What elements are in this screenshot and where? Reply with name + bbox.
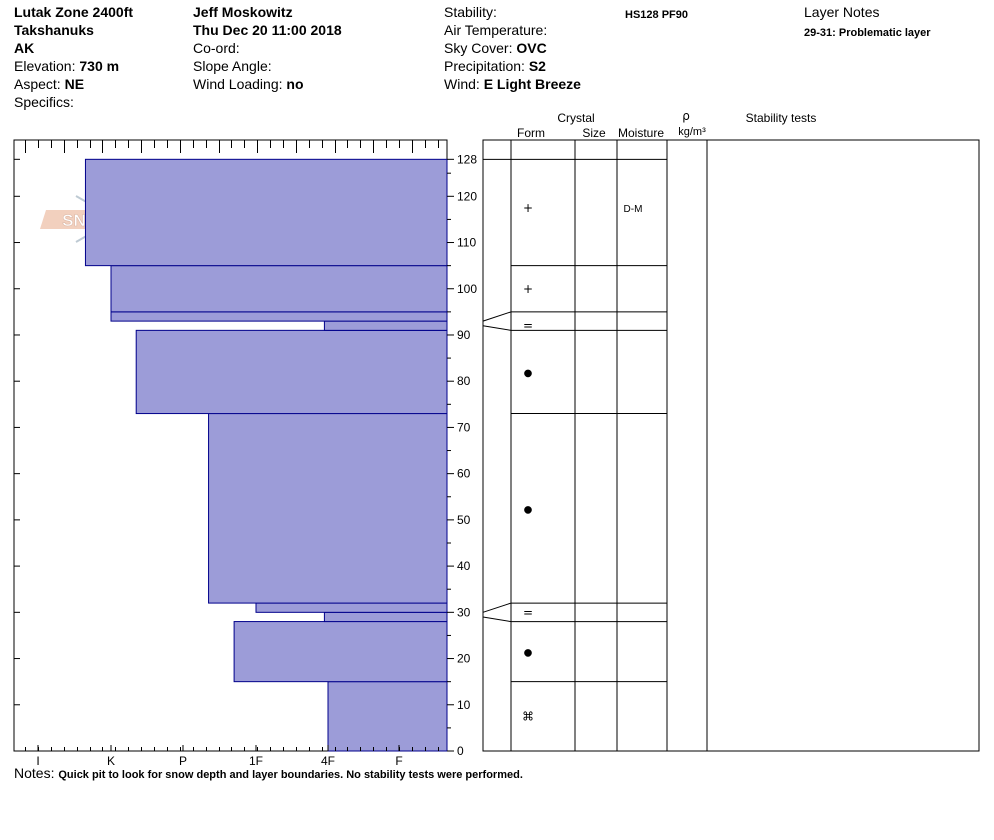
crystal-form-symbol: = <box>523 319 533 333</box>
crystal-form-symbol: ● <box>524 368 533 379</box>
hardness-bar <box>110 265 448 313</box>
wind: Wind: E Light Breeze <box>444 76 581 92</box>
aspect: Aspect: NE <box>14 76 85 92</box>
crystal-form-symbol: ⌘ <box>522 709 534 723</box>
layer-note: 29-31: Problematic layer <box>804 27 931 39</box>
height-tick-label: 128 <box>457 152 477 166</box>
sky-cover: Sky Cover: OVC <box>444 40 547 56</box>
hardness-tick-label: I <box>36 754 39 768</box>
crystal-form-symbol: = <box>523 605 533 619</box>
hardness-tick-label: 1F <box>249 754 263 768</box>
height-tick-label: 70 <box>457 420 471 434</box>
layer-connector <box>482 325 512 331</box>
wind-loading: Wind Loading: no <box>193 76 304 92</box>
moisture-label: D-M <box>624 204 643 215</box>
hardness-bar <box>135 329 448 415</box>
air-temperature: Air Temperature: <box>444 22 548 38</box>
stability-tests-header: Stability tests <box>746 111 817 125</box>
hardness-bar <box>110 311 448 322</box>
moisture-header: Moisture <box>618 126 664 140</box>
height-tick-label: 110 <box>457 236 476 250</box>
hardness-bar <box>327 681 448 752</box>
crystal-form-symbol: + <box>523 282 533 296</box>
notes: Notes: Quick pit to look for snow depth … <box>14 765 523 781</box>
crystal-form-symbol: ● <box>524 648 533 659</box>
hardness-bar <box>323 320 448 331</box>
height-tick-label: 90 <box>457 328 471 342</box>
hardness-bar <box>84 158 448 267</box>
stability: Stability: <box>444 4 497 20</box>
rho-header: ρ <box>682 109 690 123</box>
height-tick-label: 20 <box>457 652 471 666</box>
precipitation: Precipitation: S2 <box>444 58 546 74</box>
range-name: Takshanuks <box>14 22 94 38</box>
hardness-bar <box>208 413 448 604</box>
hardness-tick-label: F <box>395 754 402 768</box>
density-unit-header: kg/m³ <box>678 126 706 138</box>
coord: Co-ord: <box>193 40 240 56</box>
hardness-tick-label: P <box>179 754 187 768</box>
observer-name: Jeff Moskowitz <box>193 4 293 20</box>
form-header: Form <box>517 126 545 140</box>
observation-datetime: Thu Dec 20 11:00 2018 <box>193 22 342 38</box>
hardness-tick-label: 4F <box>321 754 335 768</box>
hardness-bottom-ticks: I K P 1F 4F F <box>25 745 439 768</box>
height-axis: 0 10 20 30 40 50 60 70 80 90 100 110 120 128 <box>14 152 511 758</box>
slope-angle: Slope Angle: <box>193 58 272 74</box>
height-tick-label: 10 <box>457 698 471 712</box>
crystal-form-symbol: + <box>523 201 533 215</box>
hardness-bar <box>233 621 448 683</box>
height-tick-label: 30 <box>457 605 471 619</box>
height-tick-label: 80 <box>457 374 471 388</box>
height-tick-label: 0 <box>457 744 464 758</box>
hardness-top-ticks <box>25 140 439 153</box>
height-tick-label: 120 <box>457 189 477 203</box>
layer-table-frame <box>482 139 980 752</box>
layer-connector <box>482 602 512 613</box>
layer-connector <box>482 616 512 623</box>
crystal-form-symbol: ● <box>524 504 533 515</box>
hardness-bars <box>84 158 448 752</box>
specifics: Specifics: <box>14 94 74 110</box>
state-name: AK <box>14 40 35 56</box>
height-tick-label: 60 <box>457 467 471 481</box>
hardness-bar <box>323 611 448 623</box>
layer-notes-title: Layer Notes <box>804 4 880 20</box>
hardness-bar <box>255 602 448 613</box>
height-tick-label: 100 <box>457 282 477 296</box>
size-header: Size <box>582 126 606 140</box>
height-tick-label: 50 <box>457 513 471 527</box>
hs-pf: HS128 PF90 <box>625 9 688 21</box>
layer-table-rows: + + = ● ● = ● ⌘ D-M <box>482 158 667 723</box>
layer-connector <box>482 311 512 322</box>
height-tick-label: 40 <box>457 559 471 573</box>
elevation: Elevation: 730 m <box>14 58 120 74</box>
crystal-header: Crystal <box>557 111 594 125</box>
hardness-tick-label: K <box>107 754 115 768</box>
location-title: Lutak Zone 2400ft <box>14 4 134 20</box>
